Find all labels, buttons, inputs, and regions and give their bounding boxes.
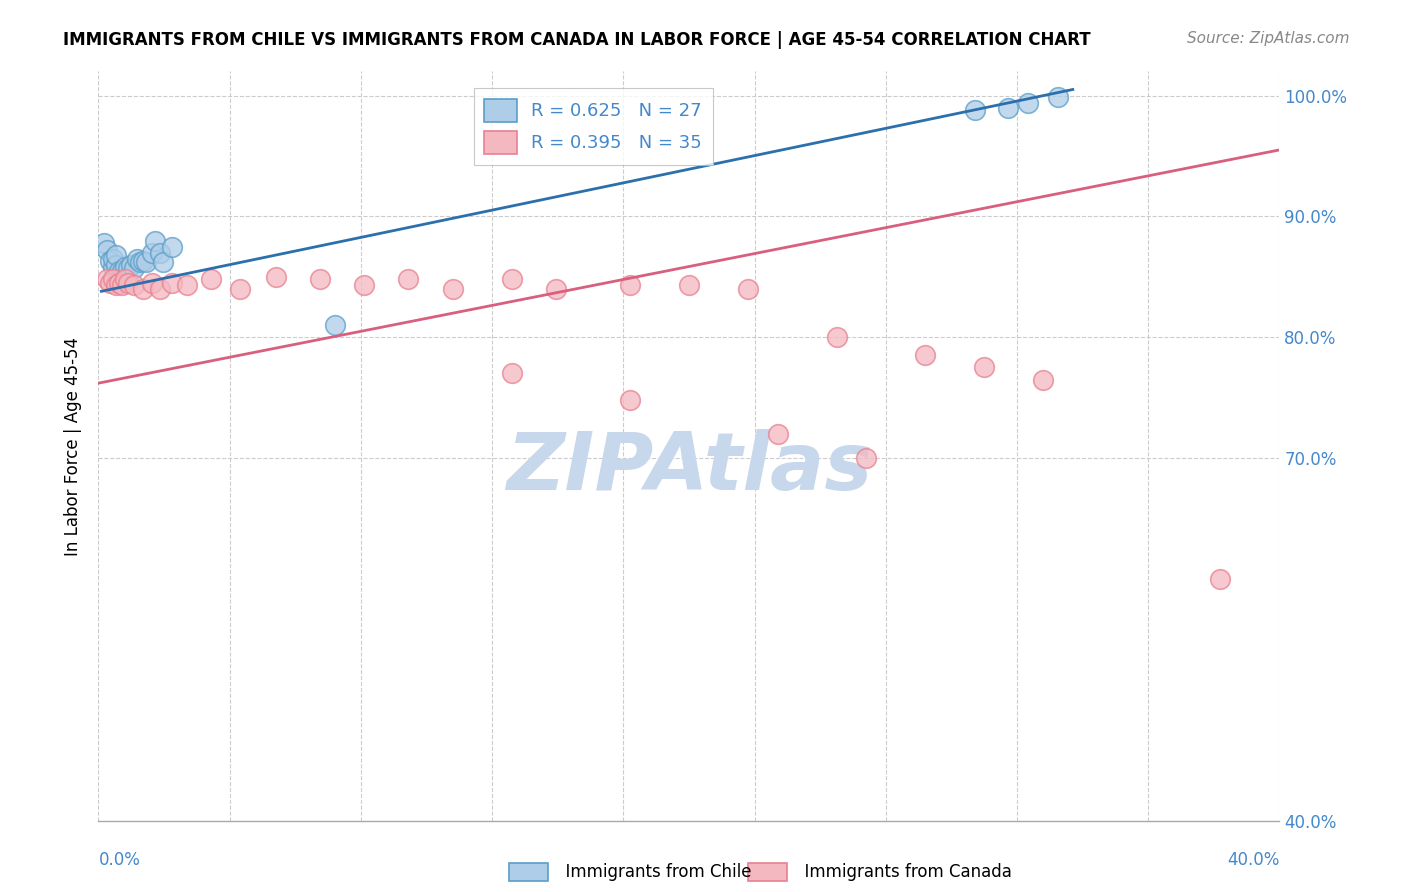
Point: [965, 103, 987, 117]
Point: [737, 282, 759, 296]
Point: [678, 278, 700, 293]
Point: [114, 272, 136, 286]
Text: Source: ZipAtlas.com: Source: ZipAtlas.com: [1187, 31, 1350, 46]
Text: 40.0%: 40.0%: [1227, 851, 1279, 869]
Point: [149, 282, 172, 296]
Text: IMMIGRANTS FROM CHILE VS IMMIGRANTS FROM CANADA IN LABOR FORCE | AGE 45-54 CORRE: IMMIGRANTS FROM CHILE VS IMMIGRANTS FROM…: [63, 31, 1091, 49]
Point: [108, 276, 131, 290]
Point: [973, 360, 995, 375]
Text: Immigrants from Chile: Immigrants from Chile: [555, 863, 752, 881]
Point: [141, 276, 163, 290]
Point: [122, 261, 145, 276]
Point: [1018, 95, 1040, 110]
Point: [114, 260, 136, 274]
Point: [132, 254, 155, 268]
Point: [546, 282, 568, 296]
Point: [1209, 572, 1232, 586]
Point: [93, 235, 115, 250]
Point: [117, 261, 139, 276]
Point: [619, 278, 641, 293]
Point: [105, 258, 128, 272]
Point: [105, 278, 128, 293]
Point: [855, 451, 877, 466]
Point: [152, 255, 174, 269]
Point: [501, 367, 523, 381]
Point: [264, 269, 287, 284]
Point: [105, 248, 128, 262]
Point: [162, 276, 183, 290]
Point: [143, 234, 166, 248]
Point: [1046, 89, 1070, 103]
Point: [619, 393, 641, 408]
Point: [323, 318, 346, 333]
Y-axis label: In Labor Force | Age 45-54: In Labor Force | Age 45-54: [65, 336, 83, 556]
Text: 0.0%: 0.0%: [98, 851, 141, 869]
Point: [132, 282, 155, 296]
Point: [398, 272, 420, 286]
Point: [176, 278, 198, 293]
Point: [98, 276, 121, 290]
Point: [141, 245, 163, 260]
Point: [103, 272, 125, 286]
Point: [96, 272, 118, 286]
Point: [825, 330, 848, 344]
Point: [914, 348, 936, 362]
Point: [149, 245, 172, 260]
Point: [441, 282, 464, 296]
Point: [501, 272, 523, 286]
Text: Immigrants from Canada: Immigrants from Canada: [794, 863, 1012, 881]
Point: [125, 252, 148, 266]
Point: [111, 278, 134, 293]
Point: [200, 272, 222, 286]
Point: [353, 278, 375, 293]
Point: [117, 276, 139, 290]
Point: [309, 272, 332, 286]
Point: [111, 264, 134, 278]
Point: [135, 255, 157, 269]
Point: [122, 278, 145, 293]
Point: [108, 264, 131, 278]
Point: [103, 260, 125, 274]
Point: [98, 254, 121, 268]
Point: [120, 258, 142, 272]
Legend: R = 0.625   N = 27, R = 0.395   N = 35: R = 0.625 N = 27, R = 0.395 N = 35: [474, 88, 713, 165]
Point: [766, 426, 789, 441]
Point: [997, 101, 1019, 115]
Point: [103, 252, 125, 266]
Point: [229, 282, 252, 296]
Point: [128, 255, 150, 269]
Point: [162, 239, 183, 253]
Point: [96, 244, 118, 258]
Text: ZIPAtlas: ZIPAtlas: [506, 429, 872, 508]
Point: [1032, 372, 1054, 386]
